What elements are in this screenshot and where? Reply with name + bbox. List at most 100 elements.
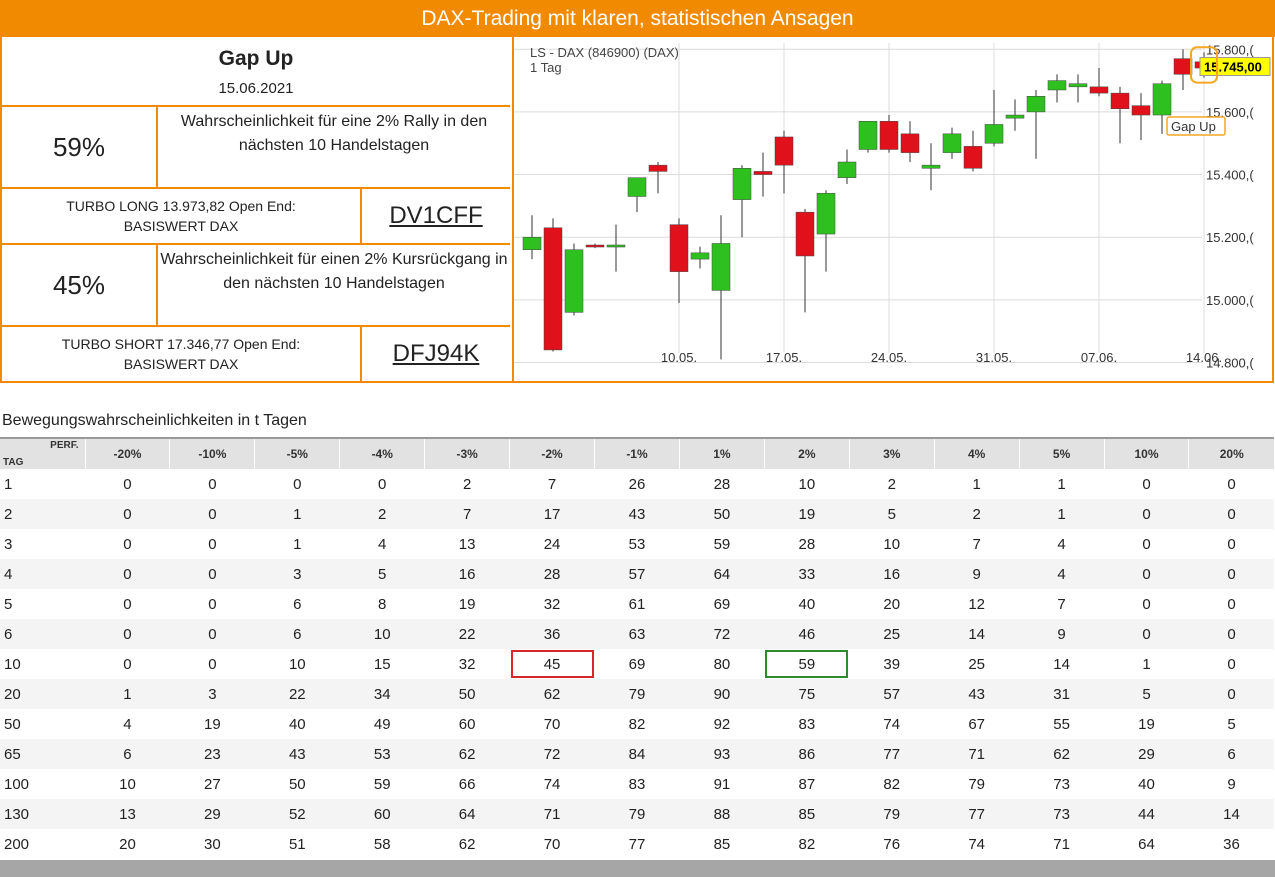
table-cell: 82 [798,835,816,853]
short-description: Wahrscheinlichkeit für einen 2% Kursrück… [160,251,508,292]
table-cell: 0 [1104,559,1189,589]
table-cell: 7 [972,535,981,553]
candle-body [1089,86,1109,94]
table-cell: 0 [208,595,217,613]
candle-body [627,177,647,197]
row-day-cell: 2 [0,499,85,529]
y-tick-label: 15.400,( [1206,168,1254,183]
table-cell: 12 [968,595,986,613]
table-cell: 0 [208,535,217,553]
table-cell: 2 [462,475,472,493]
column-header: 5% [1018,437,1105,469]
table-row: 5 0 0 6 8 19 32 61 69 40 20 12 7 0 0 [0,589,1274,619]
table-cell: 3 [254,559,340,589]
table-cell: 24 [543,535,561,553]
table-cell: 1 [1142,655,1151,673]
column-header: -10% [169,437,255,469]
x-tick-label: 14.06. [1186,350,1222,365]
short-product-code-link[interactable]: DFJ94K [392,340,480,367]
table-cell: 30 [204,835,221,853]
table-cell: 20 [883,595,901,613]
table-cell: 0 [1104,619,1189,649]
table-cell: 5 [1227,715,1236,733]
long-product-line1: TURBO LONG 13.973,82 Open End: [66,198,296,214]
table-corner-header: PERF. TAG [0,437,85,469]
table-cell: 28 [713,475,731,493]
row-day-cell: 6 [0,619,85,649]
table-cell: 71 [934,739,1020,769]
table-cell: 40 [798,595,816,613]
table-cell: 31 [1019,679,1105,709]
table-cell: 19 [764,499,850,529]
table-row: 10 0 0 10 15 32 45 69 80 59 39 25 14 1 0 [0,649,1274,679]
table-cell: 71 [509,799,595,829]
long-product-code-link[interactable]: DV1CFF [389,202,483,229]
column-header: -2% [509,437,595,469]
short-probability-box: 45% [2,245,158,327]
table-row: 3 0 0 1 4 13 24 53 59 28 10 7 4 0 0 [0,529,1274,559]
row-day-cell: 65 [0,739,85,769]
table-cell: 13 [85,799,170,829]
table-cell: 58 [373,835,391,853]
short-product-box: TURBO SHORT 17.346,77 Open End: BASISWER… [2,327,362,381]
table-cell: 79 [594,679,680,709]
table-cell: 85 [713,835,731,853]
y-tick-label: 15.800,( [1206,42,1254,57]
y-tick-label: 14.800,( [1206,355,1254,370]
y-tick-label: 15.600,( [1206,105,1254,120]
table-cell: 0 [1188,499,1274,529]
table-cell: 4 [1057,535,1066,553]
table-cell: 77 [849,739,935,769]
column-header: -5% [254,437,340,469]
table-cell: 57 [849,679,935,709]
column-header: -3% [424,437,510,469]
table-cell: 86 [764,739,850,769]
column-header: 3% [848,437,935,469]
candle-body [921,164,941,169]
table-cell: 36 [1223,835,1240,853]
annotation-box [1166,116,1226,136]
table-cell: 59 [373,775,391,793]
candle-body [1110,92,1130,110]
row-day-cell: 1 [4,475,13,493]
table-cell: 66 [458,775,476,793]
table-cell: 4 [123,715,132,733]
table-cell: 0 [208,475,217,493]
table-cell: 79 [849,799,935,829]
table-row: 1 0 0 0 0 2 7 26 28 10 2 1 1 0 0 [0,469,1274,499]
table-cell: 61 [628,595,646,613]
table-row: 50 4 19 40 49 60 70 82 92 83 74 67 55 19 5 [0,709,1274,739]
table-cell: 0 [1227,595,1236,613]
gap-up-marker [1190,46,1218,84]
table-cell: 1 [254,499,340,529]
candle-body [900,133,920,153]
table-cell: 82 [883,775,901,793]
table-cell: 5 [849,499,935,529]
table-cell: 74 [883,715,901,733]
table-cell: 4 [378,535,387,553]
table-cell: 0 [1227,655,1236,673]
table-cell: 1 [972,475,981,493]
table-cell: 8 [378,595,387,613]
table-body: 1 0 0 0 0 2 7 26 28 10 2 1 1 0 0 2 0 0 1 2 7 17 43 50 19 5 2 1 0 0 3 0 0… [0,469,1274,859]
candlestick-chart: 14.800,(15.000,(15.200,(15.400,(15.600,(… [514,42,1271,370]
table-cell: 10 [798,475,816,493]
candle-body [837,161,857,178]
x-tick-label: 10.05. [661,350,697,365]
table-cell: 60 [339,799,425,829]
table-cell: 43 [594,499,680,529]
table-cell: 20 [119,835,136,853]
table-cell: 6 [85,739,170,769]
table-cell: 33 [764,559,850,589]
table-cell: 4 [1019,559,1105,589]
table-cell: 0 [123,595,132,613]
table-cell: 64 [424,799,510,829]
table-cell: 90 [679,679,765,709]
table-cell: 85 [764,799,850,829]
signal-header: Gap Up 15.06.2021 [2,37,510,107]
table-cell: 10 [339,619,425,649]
table-cell: 0 [1142,595,1151,613]
table-cell: 0 [85,559,170,589]
table-cell: 69 [713,595,731,613]
long-product-box: TURBO LONG 13.973,82 Open End: BASISWERT… [2,189,362,245]
